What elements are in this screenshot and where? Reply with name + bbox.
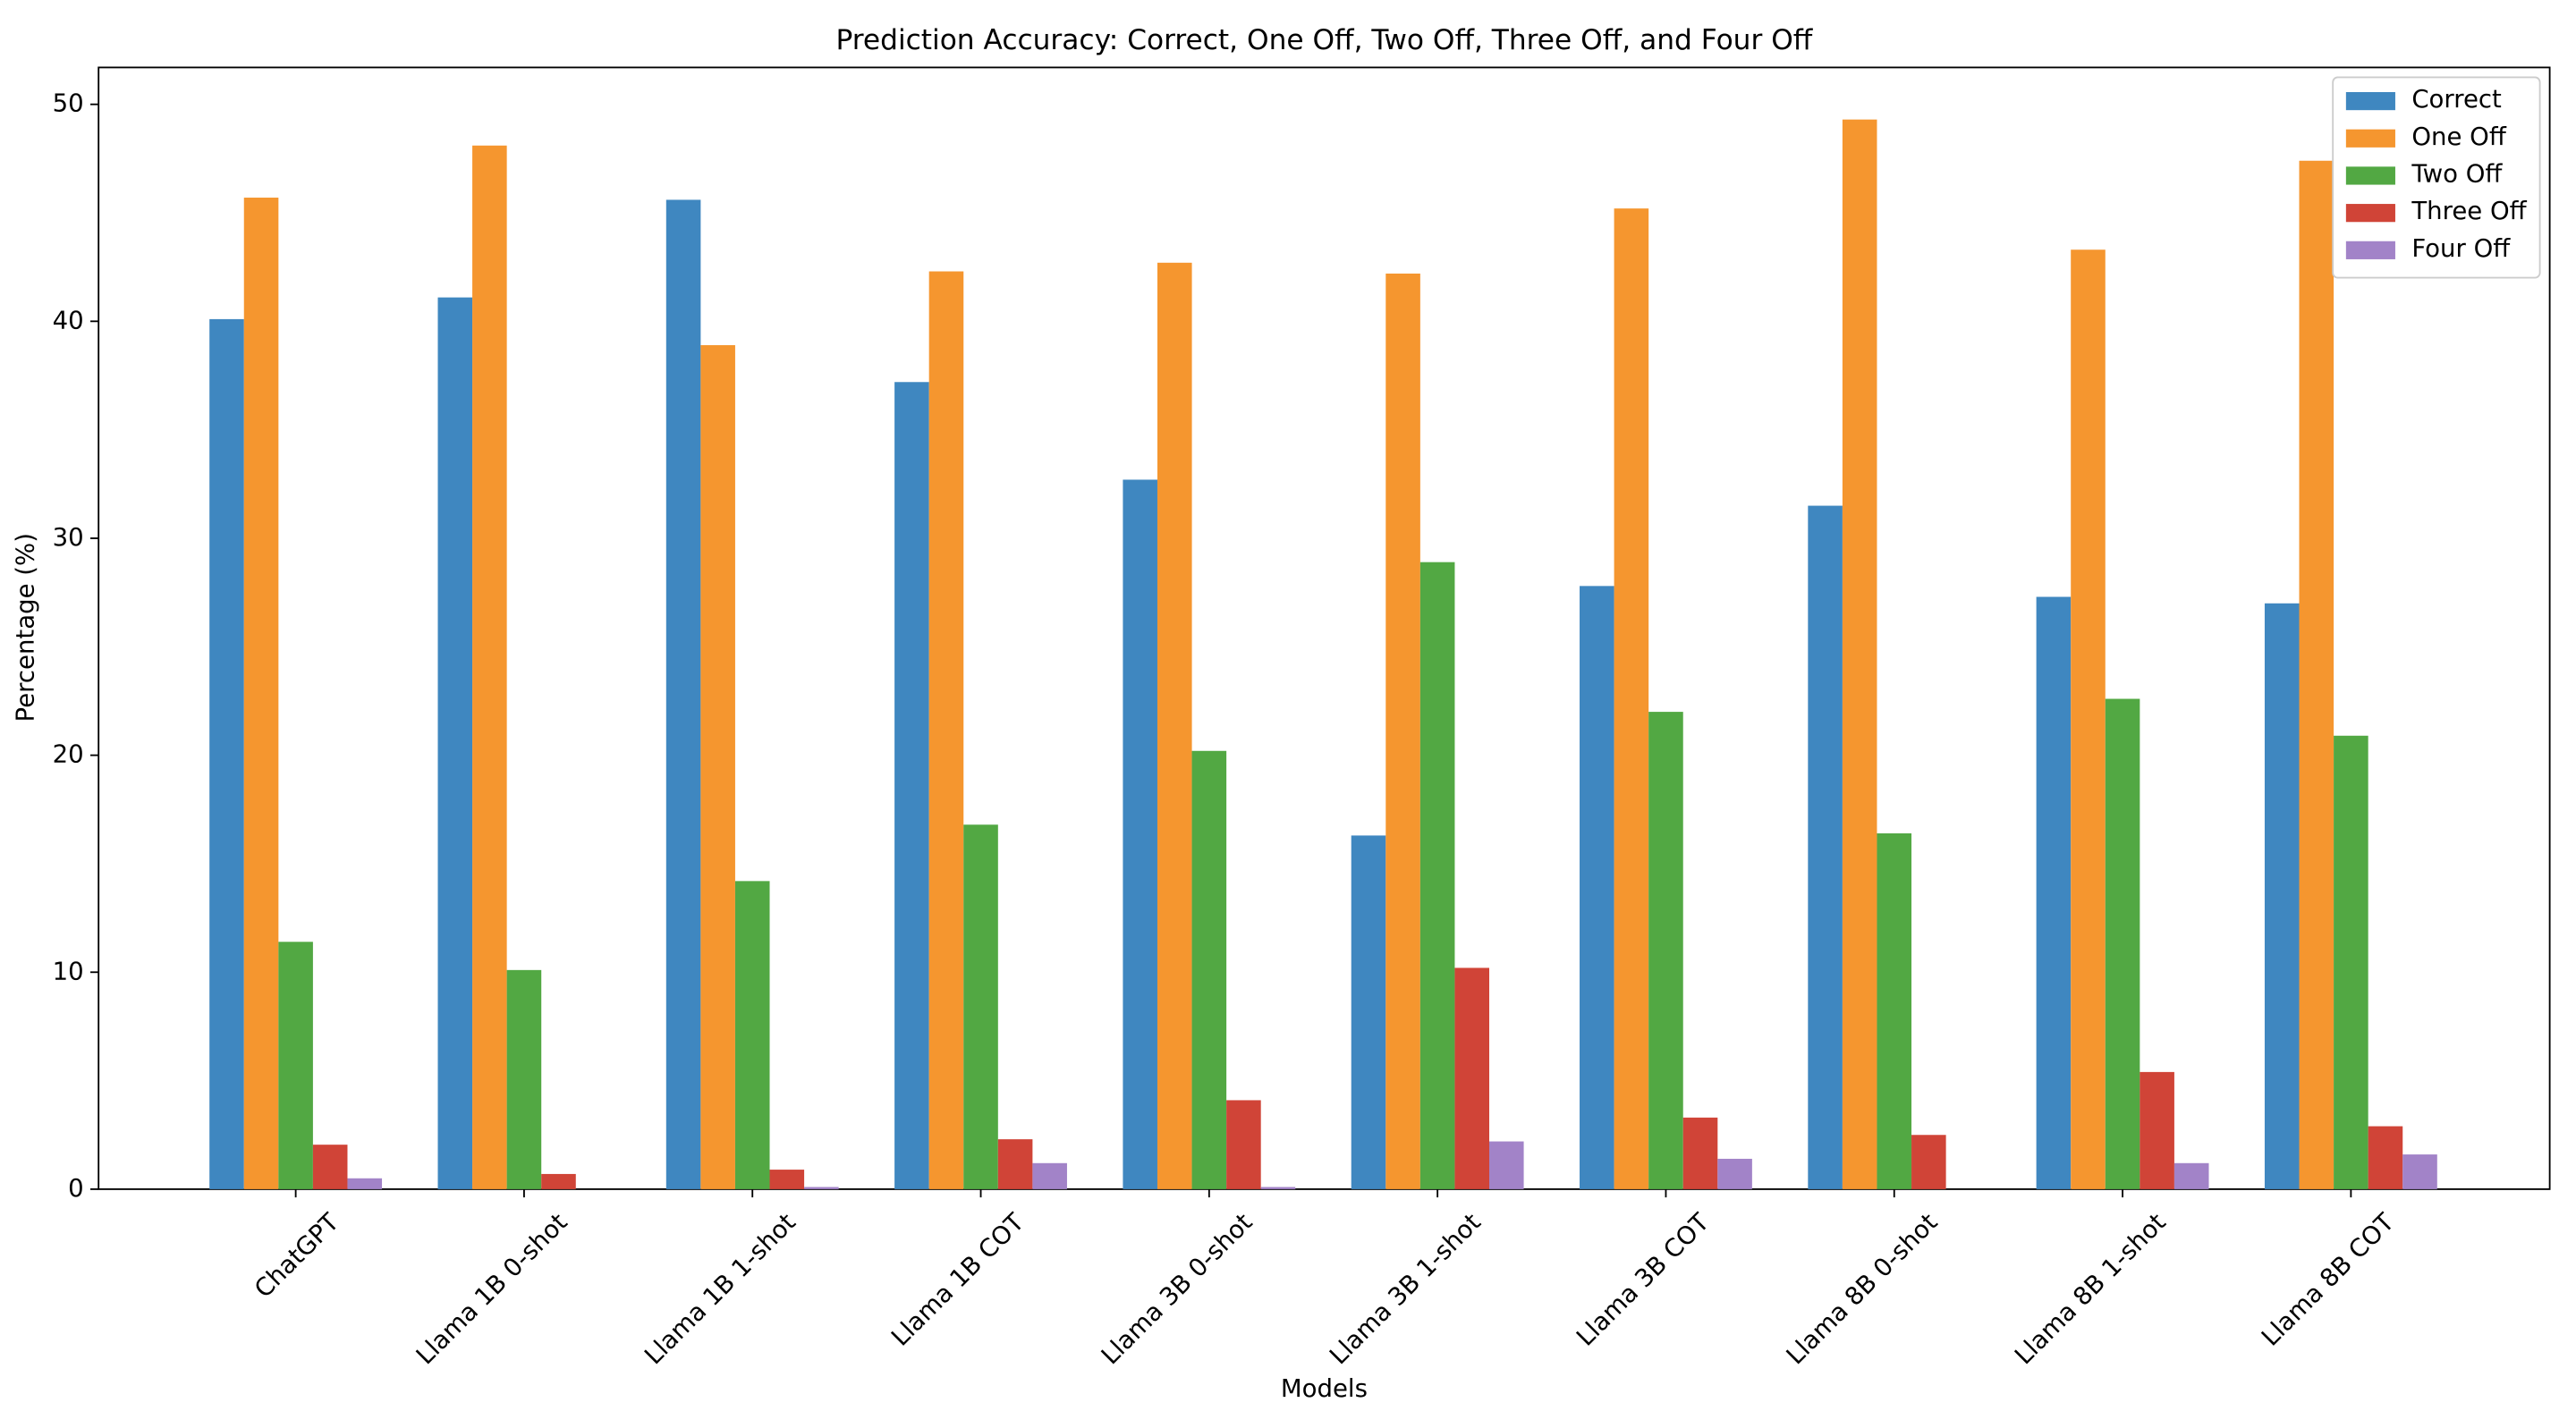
bar <box>1580 586 1614 1189</box>
legend-swatch <box>2345 129 2395 148</box>
bar <box>472 145 507 1189</box>
bar <box>541 1173 576 1189</box>
legend-box <box>2332 76 2541 279</box>
bar <box>2071 249 2106 1189</box>
x-tick-label: Llama 1B 1-shot <box>640 1208 801 1370</box>
bar <box>1191 750 1227 1189</box>
bar <box>2402 1154 2437 1189</box>
bar <box>312 1145 348 1189</box>
bar <box>1032 1162 1067 1189</box>
x-tick-label: Llama 3B 0-shot <box>1096 1208 1258 1370</box>
legend-label: Four Off <box>2411 234 2511 263</box>
bar <box>437 297 473 1189</box>
bar <box>769 1170 805 1189</box>
bar <box>963 824 998 1189</box>
bar <box>1454 967 1489 1189</box>
bar <box>2174 1162 2209 1189</box>
x-tick-label: Llama 3B COT <box>1571 1208 1715 1352</box>
bar <box>506 969 542 1189</box>
legend-label: One Off <box>2411 123 2507 151</box>
bar <box>700 345 735 1189</box>
bar <box>1123 479 1157 1189</box>
legend-swatch <box>2345 241 2395 259</box>
legend-label: Three Off <box>2411 197 2527 225</box>
x-tick-label: Llama 1B COT <box>886 1208 1030 1352</box>
legend-swatch <box>2345 204 2395 223</box>
bar <box>1226 1100 1261 1189</box>
bar <box>665 199 701 1189</box>
y-tick-label: 50 <box>53 89 84 118</box>
bar <box>2036 596 2072 1189</box>
bar <box>2105 698 2140 1189</box>
y-tick-label: 30 <box>53 523 84 552</box>
bar <box>997 1139 1033 1189</box>
bar <box>894 382 929 1189</box>
x-tick-label: Llama 8B 1-shot <box>2009 1208 2171 1370</box>
legend-swatch <box>2345 91 2395 111</box>
bar <box>243 198 279 1189</box>
bar <box>1351 835 1386 1189</box>
y-axis-label: Percentage (%) <box>11 533 39 722</box>
bar <box>278 942 313 1189</box>
x-tick-label: Llama 3B 1-shot <box>1324 1208 1486 1370</box>
bar <box>209 318 244 1189</box>
bar <box>928 271 964 1189</box>
x-axis-label: Models <box>1281 1374 1368 1403</box>
chart-title: Prediction Accuracy: Correct, One Off, T… <box>836 24 1814 56</box>
x-tick-label: Llama 1B 0-shot <box>411 1208 572 1370</box>
bar <box>2334 735 2368 1189</box>
bar <box>2368 1126 2403 1189</box>
bar <box>1808 505 1843 1189</box>
bar <box>2264 603 2300 1189</box>
bar <box>1419 562 1455 1189</box>
bar <box>1717 1158 1752 1189</box>
legend-swatch <box>2345 166 2395 185</box>
legend-label: Two Off <box>2411 160 2503 189</box>
bar <box>1385 273 1420 1189</box>
bar <box>2140 1071 2174 1189</box>
bar <box>1842 119 1877 1189</box>
bar <box>1648 712 1683 1189</box>
bar <box>1614 208 1649 1189</box>
legend-label: Correct <box>2411 85 2502 114</box>
bar <box>1489 1141 1524 1189</box>
bar <box>1260 1187 1296 1189</box>
y-tick-label: 40 <box>53 306 84 334</box>
y-tick-label: 20 <box>53 740 84 769</box>
bar <box>734 881 770 1189</box>
y-tick-label: 10 <box>53 957 84 985</box>
bar <box>2299 160 2334 1189</box>
bar <box>804 1187 839 1189</box>
y-tick-label: 0 <box>68 1174 84 1203</box>
bar <box>1682 1117 1718 1189</box>
plot-frame <box>97 66 2551 1190</box>
bar <box>1877 832 1912 1189</box>
x-tick-label: Llama 8B 0-shot <box>1781 1208 1943 1370</box>
bar <box>347 1178 383 1189</box>
bar <box>1911 1135 1946 1189</box>
bar <box>1157 262 1192 1189</box>
x-tick-label: Llama 8B COT <box>2256 1208 2400 1352</box>
x-tick-label: ChatGPT <box>249 1208 344 1304</box>
